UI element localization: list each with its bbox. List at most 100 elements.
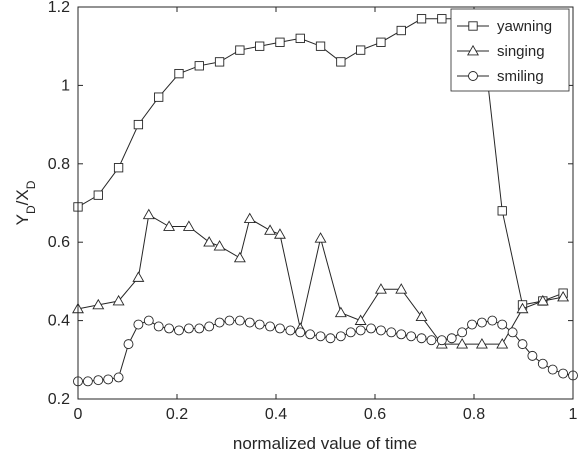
- data-point-smiling: [123, 339, 134, 350]
- data-point-smiling: [285, 325, 296, 336]
- data-point-smiling: [366, 323, 376, 334]
- data-point-singing: [233, 251, 246, 263]
- data-point-smiling: [82, 376, 93, 387]
- data-point-smiling: [234, 315, 245, 326]
- data-point-yawning: [235, 45, 245, 55]
- data-point-smiling: [153, 321, 164, 332]
- y-axis-title: YD/XD: [13, 180, 38, 225]
- data-point-smiling: [174, 325, 184, 336]
- data-point-yawning: [154, 92, 164, 102]
- data-point-smiling: [527, 350, 538, 361]
- y-axis-title-main: Y: [13, 214, 32, 225]
- data-point-smiling: [183, 323, 194, 334]
- data-point-smiling: [507, 327, 518, 338]
- data-point-smiling: [517, 339, 528, 350]
- data-point-singing: [456, 338, 469, 349]
- data-point-singing: [516, 302, 529, 314]
- legend-entry-smiling: smiling: [457, 68, 544, 85]
- data-point-smiling: [113, 372, 124, 383]
- data-point-smiling: [305, 329, 316, 340]
- data-point-smiling: [93, 375, 104, 386]
- data-point-smiling: [396, 329, 407, 340]
- data-point-singing: [243, 212, 256, 224]
- data-point-smiling: [355, 325, 366, 336]
- data-point-yawning: [376, 37, 386, 47]
- data-point-smiling: [295, 327, 306, 338]
- axes-layer: 0 0.2 0.4 0.6 0.8 10.20.40.60.811.2: [48, 0, 578, 423]
- data-point-singing: [395, 283, 408, 294]
- data-point-smiling: [335, 331, 346, 342]
- data-point-yawning: [497, 206, 507, 216]
- data-point-smiling: [375, 325, 386, 336]
- data-point-smiling: [558, 368, 569, 379]
- x-tick-label: 0: [74, 406, 83, 423]
- data-point-yawning: [437, 14, 447, 24]
- data-point-singing: [182, 220, 195, 231]
- data-point-yawning: [93, 190, 103, 200]
- data-point-smiling: [143, 315, 154, 326]
- data-point-smiling: [467, 319, 477, 330]
- y-tick-label: 0.6: [48, 234, 70, 251]
- data-point-singing: [203, 236, 216, 247]
- legend-label-yawning: yawning: [497, 18, 552, 35]
- legend-label-smiling: smiling: [497, 68, 544, 85]
- data-point-smiling: [406, 331, 417, 342]
- data-point-smiling: [345, 327, 356, 338]
- data-point-smiling: [487, 315, 498, 326]
- data-point-singing: [163, 220, 176, 231]
- data-point-smiling: [325, 333, 336, 344]
- legend-marker-smiling: [468, 71, 478, 81]
- x-tick-label: 0.4: [265, 406, 287, 423]
- data-point-singing: [415, 310, 428, 322]
- y-tick-label: 0.4: [48, 313, 70, 330]
- legend-entry-yawning: yawning: [457, 18, 552, 35]
- x-axis-title: normalized value of time: [233, 434, 417, 453]
- data-point-smiling: [476, 317, 487, 328]
- y-tick-label: 0.8: [48, 156, 70, 173]
- data-point-singing: [496, 338, 509, 349]
- data-point-smiling: [497, 319, 508, 330]
- data-point-yawning: [275, 37, 285, 47]
- data-point-smiling: [164, 323, 175, 334]
- data-point-smiling: [214, 317, 225, 328]
- legend-label-singing: singing: [497, 43, 545, 60]
- legend-entry-singing: singing: [457, 43, 545, 60]
- x-tick-label: 0.6: [364, 406, 386, 423]
- data-point-singing: [374, 283, 387, 294]
- data-point-smiling: [244, 317, 255, 328]
- data-point-smiling: [386, 327, 397, 338]
- data-point-singing: [334, 306, 347, 318]
- data-point-yawning: [194, 61, 204, 71]
- series-layer: [72, 14, 578, 387]
- data-point-smiling: [547, 364, 558, 375]
- y-tick-label: 0.2: [48, 391, 70, 408]
- y-axis-title-sep: /X: [13, 189, 32, 205]
- data-point-yawning: [113, 163, 124, 173]
- data-point-yawning: [315, 41, 326, 51]
- legend: yawning singing smiling: [450, 8, 570, 92]
- data-point-yawning: [416, 14, 427, 24]
- data-point-yawning: [255, 41, 265, 51]
- data-point-smiling: [194, 323, 205, 334]
- legend-marker-singing: [467, 44, 479, 56]
- data-point-smiling: [103, 374, 114, 385]
- data-point-singing: [354, 314, 367, 325]
- data-point-yawning: [214, 57, 225, 67]
- data-point-singing: [475, 338, 488, 349]
- data-point-singing: [92, 298, 105, 310]
- data-point-singing: [142, 208, 155, 220]
- data-point-singing: [557, 290, 570, 302]
- data-point-smiling: [275, 323, 285, 334]
- series-smiling: [73, 315, 578, 387]
- data-point-singing: [112, 294, 125, 306]
- data-point-singing: [264, 224, 277, 235]
- data-point-singing: [273, 228, 286, 239]
- data-point-smiling: [265, 321, 276, 332]
- x-tick-label: 1: [569, 406, 578, 423]
- data-point-yawning: [336, 57, 346, 67]
- data-point-yawning: [133, 119, 144, 130]
- y-axis-title-sub: D: [24, 205, 38, 214]
- data-point-smiling: [224, 315, 235, 326]
- y-tick-label: 1: [61, 77, 70, 94]
- data-point-yawning: [295, 33, 305, 44]
